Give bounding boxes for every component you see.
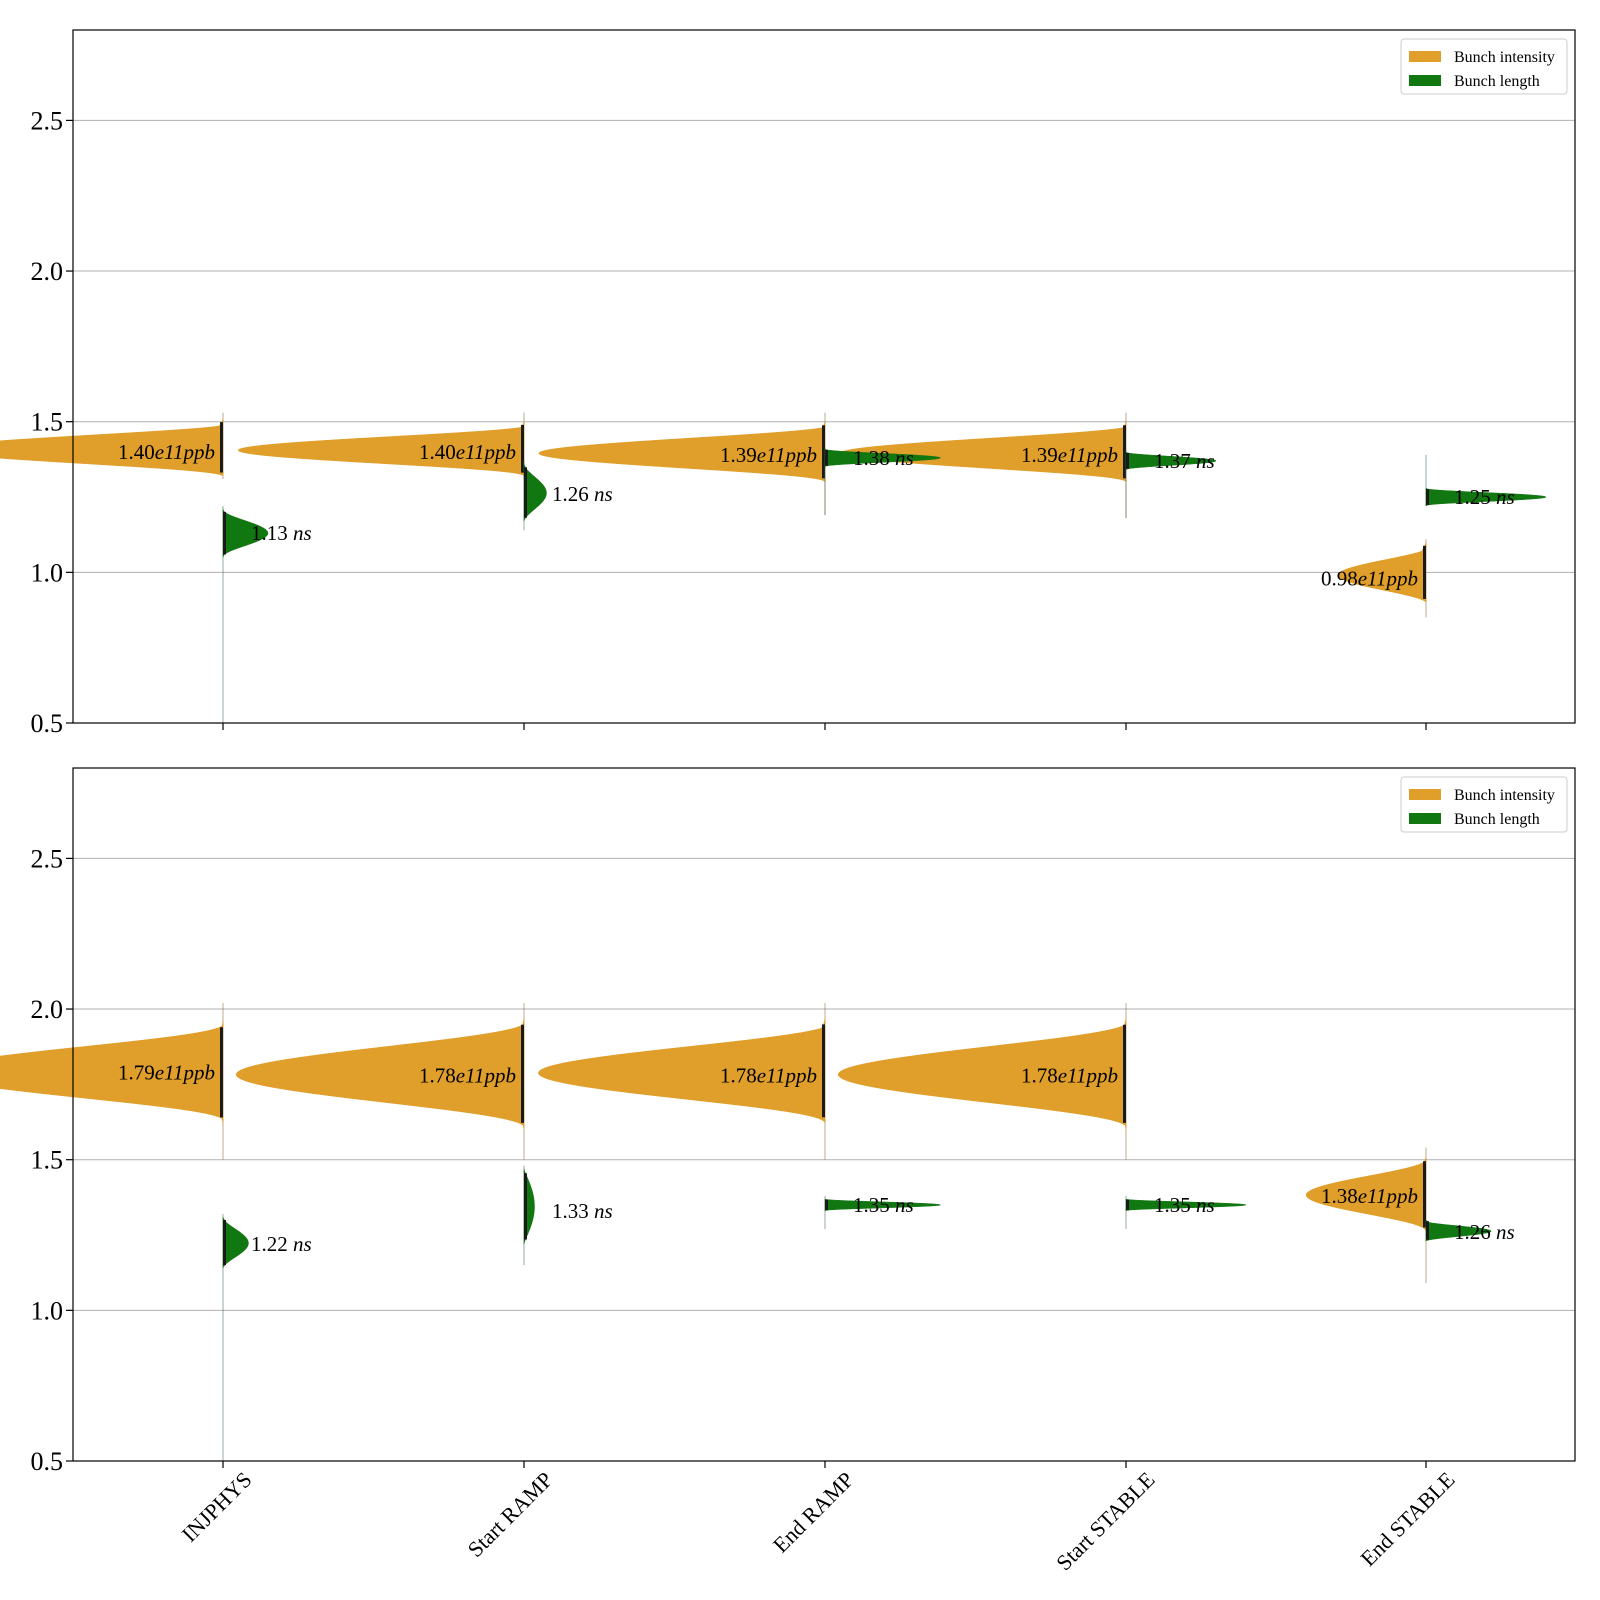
violin-length-3 [1125,1198,1247,1212]
violin-length-1 [523,463,547,522]
violin-intensity-4 [1305,1156,1427,1233]
y-tick-label: 1.5 [31,1146,64,1175]
value-label: 1.78e11ppb [1021,1063,1118,1087]
axes-frame [72,29,1576,724]
y-tick-label: 1.0 [31,1296,64,1325]
violin-length-2 [824,448,941,468]
value-label: 1.38 ns [853,446,914,470]
y-tick-label: 2.0 [31,995,64,1024]
x-tick-label: Start STABLE [1051,1467,1159,1575]
value-label: 1.35 ns [1154,1193,1215,1217]
violin-length-0 [222,508,269,558]
y-tick-label: 2.5 [31,106,64,135]
value-label: 1.37 ns [1154,449,1215,473]
legend: Bunch intensity Bunch length [1400,38,1568,95]
legend-swatch [1409,789,1441,800]
legend-swatch [1409,51,1441,62]
legend-label: Bunch length [1454,73,1540,90]
violin-intensity-0 [0,418,224,477]
violin-length-3 [1125,451,1217,471]
top-violin-panel: 0.5 1.0 1.5 2.0 2.5 1.40e11ppb 1.40e11ppb 1.39e… [0,29,1576,738]
legend-swatch [1409,75,1441,86]
value-label: 1.38e11ppb [1321,1184,1418,1208]
value-label: 0.98e11ppb [1321,566,1418,590]
value-label: 1.22 ns [251,1232,312,1256]
value-label: 1.35 ns [853,1193,914,1217]
legend: Bunch intensity Bunch length [1400,776,1568,833]
value-label: 1.78e11ppb [720,1063,817,1087]
value-label: 1.39e11ppb [720,443,817,467]
y-tick-label: 0.5 [31,709,64,738]
violin-intensity-1 [237,421,525,477]
value-label: 1.13 ns [251,521,312,545]
y-tick-label: 1.0 [31,558,64,587]
legend-label: Bunch intensity [1454,787,1555,804]
value-label: 1.79e11ppb [118,1060,215,1084]
value-label: 1.26 ns [1454,1220,1515,1244]
value-label: 1.26 ns [552,482,613,506]
legend-label: Bunch length [1454,811,1540,828]
violin-intensity-2 [538,421,826,483]
x-tick-label: End RAMP [768,1467,859,1558]
violin-length-0 [222,1216,249,1269]
violin-intensity-3 [837,1018,1127,1130]
violin-length-2 [824,1198,941,1212]
bottom-violin-panel: 0.5 1.0 1.5 2.0 2.5 1.79e11ppb 1.78e11ppb 1.78e… [0,767,1576,1575]
violin-intensity-0 [0,1021,224,1124]
value-label: 1.40e11ppb [419,440,516,464]
value-label: 1.33 ns [552,1199,613,1223]
violin-intensity-2 [538,1018,826,1124]
violin-length-4 [1425,487,1547,507]
value-label: 1.40e11ppb [118,440,215,464]
y-tick-label: 2.0 [31,257,64,286]
legend-box [1400,776,1568,833]
x-tick-label: End STABLE [1355,1467,1459,1571]
axes-frame [72,767,1576,1462]
value-label: 1.39e11ppb [1021,443,1118,467]
value-label: 1.25 ns [1454,485,1515,509]
x-tick-label: Start RAMP [462,1467,557,1562]
violin-length-4 [1425,1219,1492,1242]
legend-label: Bunch intensity [1454,49,1555,66]
violin-intensity-1 [235,1018,525,1130]
y-tick-label: 0.5 [31,1447,64,1476]
y-tick-label: 2.5 [31,844,64,873]
x-tick-label: INJPHYS [177,1467,257,1547]
legend-swatch [1409,813,1441,824]
violin-intensity-4 [1337,542,1427,604]
y-tick-label: 1.5 [31,408,64,437]
legend-box [1400,38,1568,95]
value-label: 1.78e11ppb [419,1063,516,1087]
